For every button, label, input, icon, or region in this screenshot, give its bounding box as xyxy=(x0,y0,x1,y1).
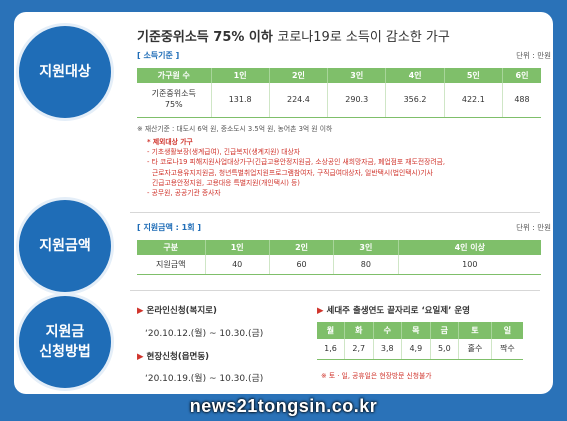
income-col: 6인 xyxy=(502,68,541,83)
weekday-day: 화 xyxy=(344,322,374,339)
income-col: 3인 xyxy=(327,68,387,83)
income-value: 290.3 xyxy=(327,83,387,118)
weekday-digit: 홀수 xyxy=(458,339,492,360)
income-subtitle: [ 소득기준 ] xyxy=(137,51,180,60)
excluded-title: * 제외대상 가구 xyxy=(147,138,193,146)
income-value: 131.8 xyxy=(211,83,270,118)
income-value: 224.4 xyxy=(269,83,329,118)
amount-value: 40 xyxy=(205,255,270,275)
weekday-digit-row: 1,6 2,7 3,8 4,9 5,0 홀수 짝수 xyxy=(317,339,523,360)
online-apply-dates: ‘20.10.12.(월) ~ 10.30.(금) xyxy=(145,329,264,339)
amount-row-label: 지원금액 xyxy=(137,255,206,275)
income-table: 가구원 수 1인 2인 3인 4인 5인 6인 기준중위소득 75% 131.8… xyxy=(137,68,541,118)
income-col: 4인 xyxy=(385,68,445,83)
weekday-day: 금 xyxy=(430,322,460,339)
weekday-digit: 1,6 xyxy=(317,339,345,360)
amount-col: 4인 이상 xyxy=(398,240,541,255)
triangle-icon: ▶ xyxy=(137,352,144,362)
weekday-digit: 짝수 xyxy=(491,339,523,360)
onsite-apply-dates: ‘20.10.19.(월) ~ 10.30.(금) xyxy=(145,374,264,384)
income-col: 5인 xyxy=(444,68,503,83)
amount-col: 3인 xyxy=(333,240,399,255)
amount-header-label: 구분 xyxy=(137,240,206,255)
weekday-day-row: 월 화 수 목 금 토 일 xyxy=(317,322,523,339)
amount-value-row: 지원금액 40 60 80 100 xyxy=(137,255,541,275)
income-value: 488 xyxy=(502,83,541,118)
weekday-digit: 2,7 xyxy=(344,339,374,360)
weekday-table: 월 화 수 목 금 토 일 1,6 2,7 3,8 4,9 5,0 홀수 짝수 xyxy=(317,322,523,360)
triangle-icon: ▶ xyxy=(137,306,144,316)
section-target-label: 지원대상 xyxy=(39,63,91,80)
weekday-digit: 3,8 xyxy=(373,339,403,360)
income-value-row: 기준중위소득 75% 131.8 224.4 290.3 356.2 422.1… xyxy=(137,83,541,118)
excluded-line: 긴급고용안정지원, 고용대응 특별지원(개인택시) 등) xyxy=(152,178,300,187)
income-value: 356.2 xyxy=(385,83,445,118)
section-target-circle: 지원대상 xyxy=(19,26,111,118)
amount-col: 1인 xyxy=(205,240,270,255)
section-divider xyxy=(130,212,540,213)
weekday-day: 일 xyxy=(491,322,523,339)
amount-col: 2인 xyxy=(269,240,335,255)
amount-header-row: 구분 1인 2인 3인 4인 이상 xyxy=(137,240,541,255)
excluded-notes: * 제외대상 가구 - 기초생활보장(생계급여), 긴급복지(생계지원) 대상자… xyxy=(147,137,445,198)
income-col: 1인 xyxy=(211,68,270,83)
online-apply-heading: ▶ 온라인신청(복지로) xyxy=(137,306,217,316)
onsite-apply-heading: ▶ 현장신청(읍면동) xyxy=(137,352,210,362)
income-header-label: 가구원 수 xyxy=(137,68,212,83)
weekday-heading: ▶ 세대주 출생연도 끝자리로 ‘요일제’ 운영 xyxy=(317,306,470,316)
income-col: 2인 xyxy=(269,68,329,83)
excluded-line: - 기초생활보장(생계급여), 긴급복지(생계지원) 대상자 xyxy=(147,148,301,157)
weekday-digit: 4,9 xyxy=(401,339,431,360)
excluded-line: - 공무원, 공공기관 종사자 xyxy=(147,188,221,197)
amount-table: 구분 1인 2인 3인 4인 이상 지원금액 40 60 80 100 xyxy=(137,240,541,275)
page-title: 기준중위소득 75% 이하 코로나19로 소득이 감소한 가구 xyxy=(137,30,450,45)
triangle-icon: ▶ xyxy=(317,306,324,316)
amount-value: 100 xyxy=(398,255,541,275)
amount-unit: 단위 : 만원 xyxy=(516,223,551,232)
excluded-line: - 타 코로나19 피해지원사업대상가구(긴급고용안정지원금, 소상공인 새희망… xyxy=(147,158,445,167)
amount-value: 60 xyxy=(269,255,335,275)
section-amount-label: 지원금액 xyxy=(39,237,91,254)
income-unit: 단위 : 만원 xyxy=(516,51,551,60)
section-apply-label: 지원금 신청방법 xyxy=(39,323,91,360)
section-amount-circle: 지원금액 xyxy=(19,200,111,292)
watermark-text: news21tongsin.co.kr xyxy=(189,396,378,416)
weekday-digit: 5,0 xyxy=(430,339,460,360)
amount-value: 80 xyxy=(333,255,399,275)
section-divider xyxy=(130,290,540,291)
section-apply-circle: 지원금 신청방법 xyxy=(19,296,111,388)
income-row-label: 기준중위소득 75% xyxy=(137,83,212,118)
weekday-day: 토 xyxy=(458,322,492,339)
weekday-day: 수 xyxy=(373,322,403,339)
income-header-row: 가구원 수 1인 2인 3인 4인 5인 6인 xyxy=(137,68,541,83)
weekday-day: 목 xyxy=(401,322,431,339)
amount-subtitle: [ 지원금액 : 1회 ] xyxy=(137,223,202,232)
excluded-line: 근로자고용유지지원금, 청년특별취업지원프로그램참여자, 구직급여대상자, 일반… xyxy=(152,168,433,177)
wealth-note: ※ 재산기준 : 대도시 6억 원, 중소도시 3.5억 원, 농어촌 3억 원… xyxy=(137,125,333,133)
income-value: 422.1 xyxy=(444,83,503,118)
weekday-day: 월 xyxy=(317,322,345,339)
weekday-note: ※ 토 · 일, 공휴일은 현장방문 신청불가 xyxy=(321,372,432,380)
